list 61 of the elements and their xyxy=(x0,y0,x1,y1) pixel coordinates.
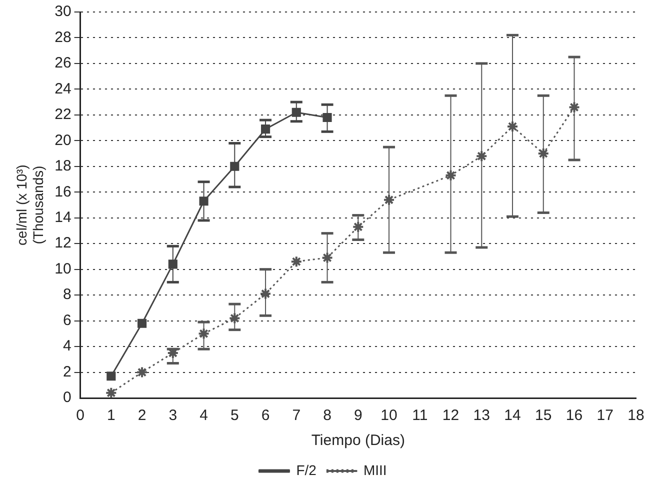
x-tick-label: 1 xyxy=(106,407,116,424)
y-tick-label: 18 xyxy=(54,158,72,175)
x-tick-label: 18 xyxy=(628,407,644,424)
point xyxy=(136,366,148,378)
x-tick-label: 12 xyxy=(442,407,460,424)
x-tick-label: 8 xyxy=(323,407,332,424)
x-tick-label: 2 xyxy=(138,407,146,424)
y-tick-label: 20 xyxy=(54,132,72,149)
point xyxy=(506,120,519,133)
point xyxy=(137,318,147,328)
point xyxy=(476,150,488,162)
x-tick-label: 13 xyxy=(473,407,490,424)
x-tick-label: 16 xyxy=(566,407,583,424)
point xyxy=(321,252,334,264)
y-tick-label: 16 xyxy=(54,183,72,200)
y-tick-label: 26 xyxy=(54,54,72,72)
x-axis-title: Tiempo (Dias) xyxy=(311,432,405,450)
point xyxy=(105,386,118,398)
y-tick-label: 10 xyxy=(54,260,72,278)
y-tick-label: 30 xyxy=(54,3,72,20)
x-tick-label: 10 xyxy=(380,407,398,424)
x-tick-label: 5 xyxy=(230,407,239,424)
y-tick-label: 14 xyxy=(54,209,72,226)
y-tick-label: 4 xyxy=(62,338,72,355)
point xyxy=(228,312,241,324)
x-tick-label: 11 xyxy=(412,407,428,424)
y-tick-label: 22 xyxy=(54,106,72,124)
y-tick-label: 2 xyxy=(62,363,72,380)
point xyxy=(199,196,208,206)
x-tick-label: 9 xyxy=(354,407,362,424)
point xyxy=(292,108,301,117)
legend-label: MIII xyxy=(363,462,387,478)
point xyxy=(383,194,396,206)
x-tick-label: 14 xyxy=(504,407,521,424)
y-tick-label: 0 xyxy=(62,389,72,406)
point xyxy=(444,169,457,182)
x-tick-label: 3 xyxy=(168,407,178,424)
x-tick-label: 15 xyxy=(535,407,552,424)
point xyxy=(290,256,302,268)
y-tick-label: 24 xyxy=(54,80,72,98)
point xyxy=(537,148,550,160)
point xyxy=(568,101,580,114)
point xyxy=(260,288,272,300)
point xyxy=(106,372,116,381)
y-tick-label: 12 xyxy=(54,234,72,252)
point xyxy=(260,124,270,134)
point xyxy=(352,220,364,233)
point xyxy=(322,112,332,122)
x-tick-label: 17 xyxy=(596,407,614,424)
y-tick-label: 8 xyxy=(62,286,72,304)
x-tick-label: 4 xyxy=(200,407,208,424)
y-tick-label: 6 xyxy=(62,312,72,329)
x-tick-label: 6 xyxy=(261,407,270,424)
x-tick-label: 0 xyxy=(76,407,84,424)
y-tick-label: 28 xyxy=(54,28,72,46)
point xyxy=(168,260,178,269)
point xyxy=(230,162,240,171)
legend-label: F/2 xyxy=(296,462,317,478)
x-tick-label: 7 xyxy=(292,407,301,424)
y-axis-title: cel/ml (x 10³) (Thousands) xyxy=(13,164,46,246)
point xyxy=(198,328,210,340)
